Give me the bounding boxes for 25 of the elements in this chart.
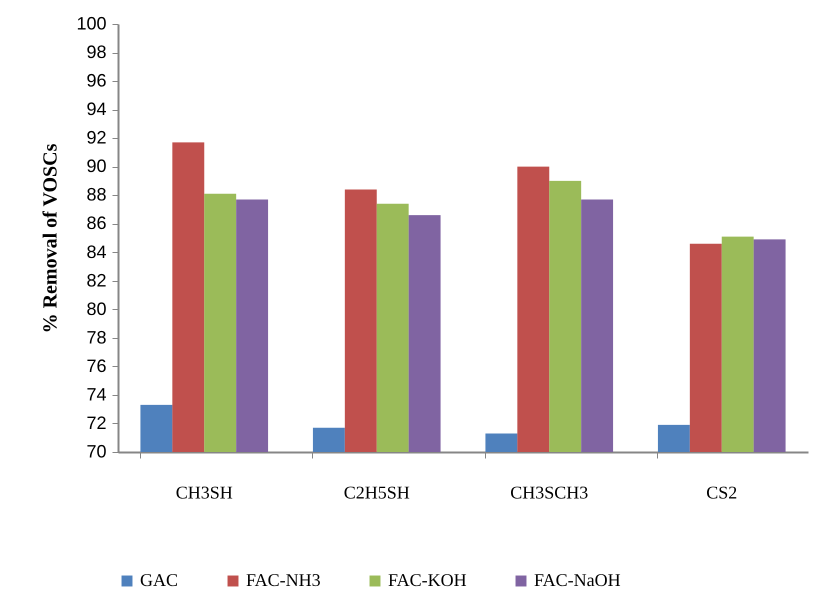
y-tick-label: 88 xyxy=(86,184,106,205)
y-tick-label: 94 xyxy=(86,99,106,120)
y-tick-label: 80 xyxy=(86,298,106,319)
x-tick-label: CH3SH xyxy=(176,482,233,502)
y-tick-label: 92 xyxy=(86,128,106,148)
y-tick-label: 98 xyxy=(86,42,106,62)
y-tick-label: 72 xyxy=(86,412,106,433)
y-tick-label: 74 xyxy=(86,384,106,404)
legend-label: FAC-NH3 xyxy=(246,570,321,590)
y-tick-label: 70 xyxy=(86,442,106,462)
legend-label: FAC-NaOH xyxy=(534,570,621,590)
x-tick-label: CH3SCH3 xyxy=(510,482,588,502)
y-tick-label: 76 xyxy=(86,356,106,376)
y-axis-title: % Removal of VOSCs xyxy=(39,143,62,334)
legend-label: GAC xyxy=(140,570,178,590)
y-tick-label: 96 xyxy=(86,70,106,91)
x-tick-label: CS2 xyxy=(706,482,738,502)
y-tick-label: 90 xyxy=(86,156,106,176)
x-tick-label: C2H5SH xyxy=(344,482,410,502)
y-tick-label: 78 xyxy=(86,327,106,348)
y-tick-label: 100 xyxy=(76,14,106,34)
y-tick-label: 86 xyxy=(86,213,106,234)
legend-label: FAC-KOH xyxy=(388,570,467,590)
y-tick-label: 82 xyxy=(86,270,106,290)
y-tick-label: 84 xyxy=(86,242,106,262)
